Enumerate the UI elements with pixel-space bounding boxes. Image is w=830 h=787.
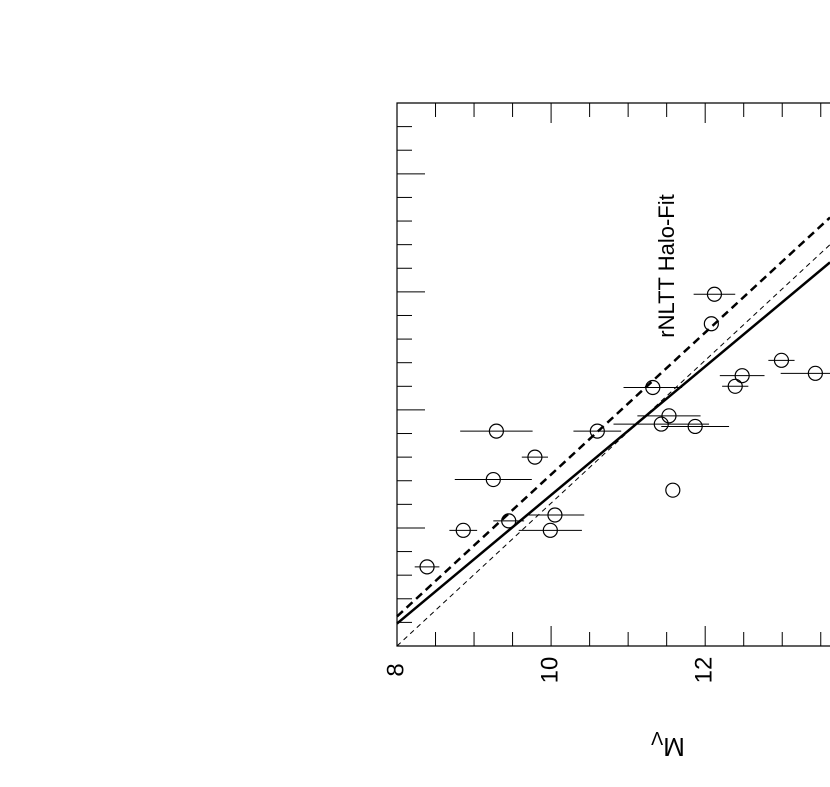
data-point — [653, 416, 669, 432]
plot-frame — [396, 102, 830, 647]
data-point — [665, 482, 681, 498]
data-point — [485, 471, 501, 488]
data-point — [542, 522, 558, 538]
data-point — [501, 513, 517, 529]
data-point — [703, 316, 719, 332]
data-point — [773, 352, 790, 368]
fit-line — [396, 244, 830, 647]
data-point — [488, 423, 504, 439]
x-axis-label-sub: V — [651, 728, 663, 748]
fit-line — [396, 261, 830, 625]
data-point — [645, 379, 661, 396]
data-point — [527, 449, 543, 465]
data-point — [419, 559, 435, 575]
x-tick-label: 8 — [382, 663, 409, 676]
data-point — [727, 378, 743, 394]
fit-line — [396, 216, 830, 618]
data-point — [547, 507, 563, 523]
data-point — [589, 423, 605, 439]
annotation: rNLTT Halo-Fit — [654, 194, 679, 337]
data-point — [734, 368, 750, 384]
data-point — [455, 522, 471, 538]
x-axis-label-main: M — [663, 732, 685, 762]
x-tick-label: 10 — [536, 657, 563, 684]
data-point — [807, 365, 823, 381]
data-point — [687, 418, 703, 435]
data-point — [661, 408, 677, 424]
x-tick-label: 12 — [691, 657, 718, 684]
data-point — [706, 286, 723, 302]
x-axis-label: MV — [651, 728, 685, 762]
